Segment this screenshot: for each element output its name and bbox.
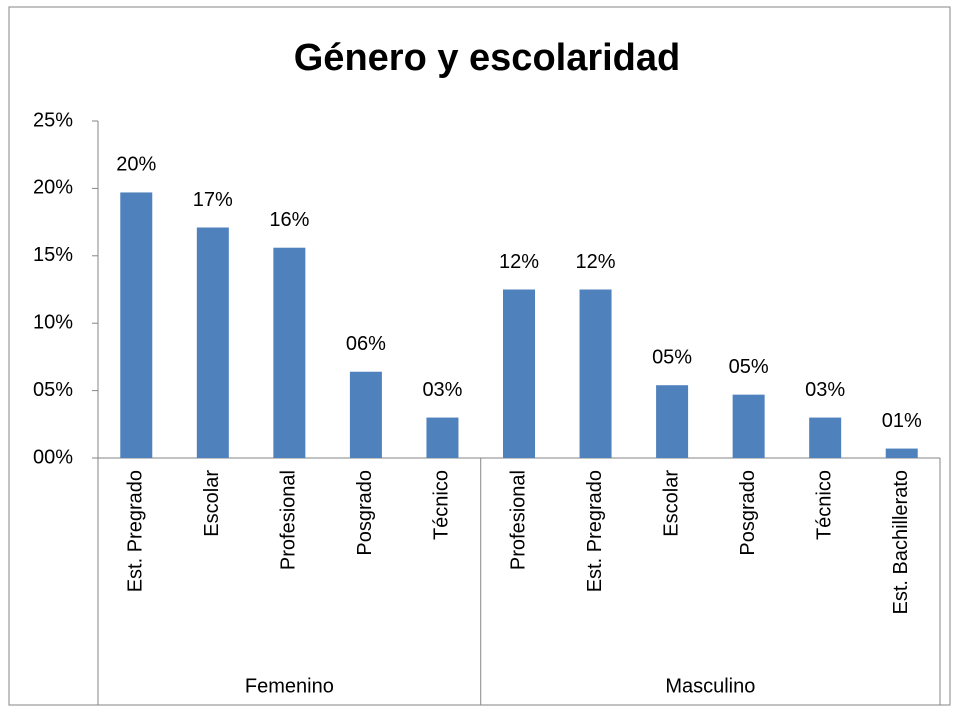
- bar: [579, 289, 612, 458]
- bar: [120, 192, 153, 458]
- y-tick-label: 20%: [33, 177, 73, 199]
- bar: [732, 394, 765, 458]
- x-tick-label: Escolar: [660, 470, 682, 537]
- y-tick-label: 00%: [33, 446, 73, 468]
- y-tick-label: 05%: [33, 379, 73, 401]
- data-label: 03%: [805, 379, 845, 401]
- group-label: Femenino: [245, 675, 334, 697]
- bar: [809, 417, 842, 458]
- y-tick-label: 25%: [33, 109, 73, 131]
- bar: [196, 227, 229, 458]
- data-label: 01%: [882, 410, 922, 432]
- x-tick-label: Profesional: [278, 470, 300, 570]
- x-tick-label: Est. Bachillerato: [890, 470, 912, 615]
- data-label: 17%: [193, 189, 233, 211]
- data-label: 12%: [576, 251, 616, 273]
- bar: [885, 448, 918, 458]
- bar: [273, 247, 306, 458]
- data-label: 20%: [116, 154, 156, 176]
- x-tick-label: Técnico: [813, 470, 835, 540]
- x-tick-label: Posgrado: [737, 470, 759, 556]
- data-label: 05%: [729, 356, 769, 378]
- data-label: 05%: [652, 346, 692, 368]
- data-label: 03%: [422, 379, 462, 401]
- x-tick-label: Est. Pregrado: [125, 470, 147, 592]
- chart-frame: [8, 6, 951, 706]
- bar: [426, 417, 459, 458]
- data-label: 16%: [269, 209, 309, 231]
- y-tick-label: 10%: [33, 311, 73, 333]
- group-label: Masculino: [665, 675, 755, 697]
- chart-title: Género y escolaridad: [294, 37, 681, 79]
- x-tick-label: Est. Pregrado: [584, 470, 606, 592]
- x-tick-label: Profesional: [507, 470, 529, 570]
- x-tick-label: Posgrado: [354, 470, 376, 556]
- bar: [503, 289, 535, 458]
- x-tick-label: Técnico: [431, 470, 453, 540]
- bar: [656, 385, 689, 458]
- x-tick-label: Escolar: [201, 470, 223, 537]
- y-tick-label: 15%: [33, 244, 73, 266]
- data-label: 06%: [346, 333, 386, 355]
- data-label: 12%: [499, 251, 539, 273]
- bar: [349, 371, 382, 458]
